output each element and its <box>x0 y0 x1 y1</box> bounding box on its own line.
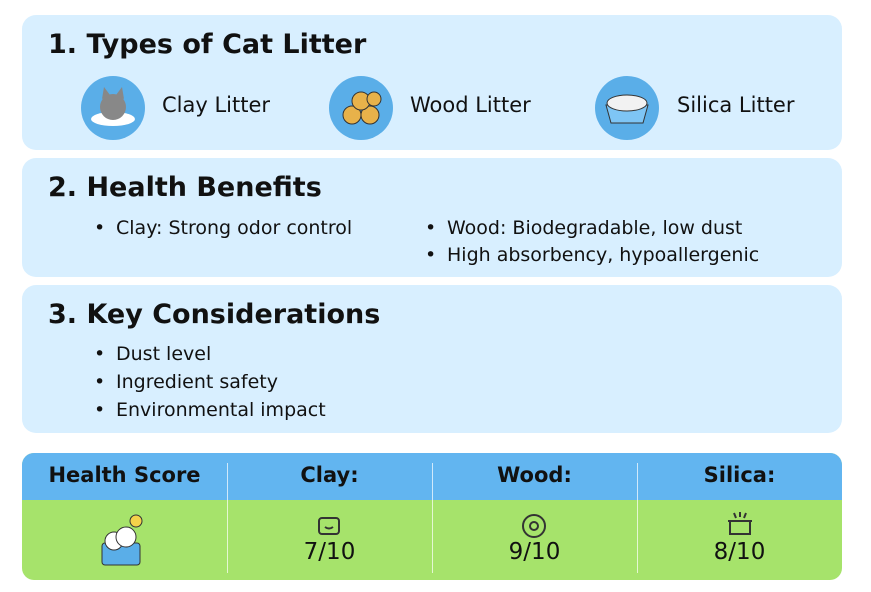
score-table: Health Score Clay: Wood: Silica: 7/10 9/… <box>22 453 842 580</box>
bullet: Ingredient safety <box>94 371 278 393</box>
section-title: 2. Health Benefits <box>48 172 322 203</box>
divider <box>227 463 228 573</box>
bullet: Wood: Biodegradable, low dust <box>425 217 742 239</box>
bullet: Dust level <box>94 343 211 365</box>
header-cell: Wood: <box>497 463 572 487</box>
header-cell: Clay: <box>300 463 359 487</box>
wood-score-icon <box>522 514 546 538</box>
panel: 2. Health Benefits Clay: Strong odor con… <box>22 158 842 277</box>
bullet: Clay: Strong odor control <box>94 217 352 239</box>
silica-score-icon <box>728 512 752 535</box>
header-cell: Health Score <box>48 463 201 487</box>
silica-icon <box>595 76 659 140</box>
panel: 3. Key Considerations Dust level Ingredi… <box>22 285 842 433</box>
bullet: Environmental impact <box>94 399 326 421</box>
health-icon <box>101 514 143 566</box>
score: 7/10 <box>303 539 356 565</box>
section-title: 1. Types of Cat Litter <box>48 29 367 60</box>
divider <box>432 463 433 573</box>
divider <box>637 463 638 573</box>
section-title: 3. Key Considerations <box>48 299 381 330</box>
clay-icon <box>81 76 145 140</box>
score: 8/10 <box>713 539 766 565</box>
litter-type: Clay Litter <box>162 93 271 117</box>
wood-icon <box>329 76 393 140</box>
panel: 1. Types of Cat Litter Clay Litter Wood … <box>22 15 842 150</box>
bullet: High absorbency, hypoallergenic <box>425 244 759 266</box>
header-cell: Silica: <box>703 463 776 487</box>
litter-type: Silica Litter <box>677 93 795 117</box>
litter-type: Wood Litter <box>410 93 531 117</box>
clay-score-icon <box>318 517 340 535</box>
score: 9/10 <box>508 539 561 565</box>
